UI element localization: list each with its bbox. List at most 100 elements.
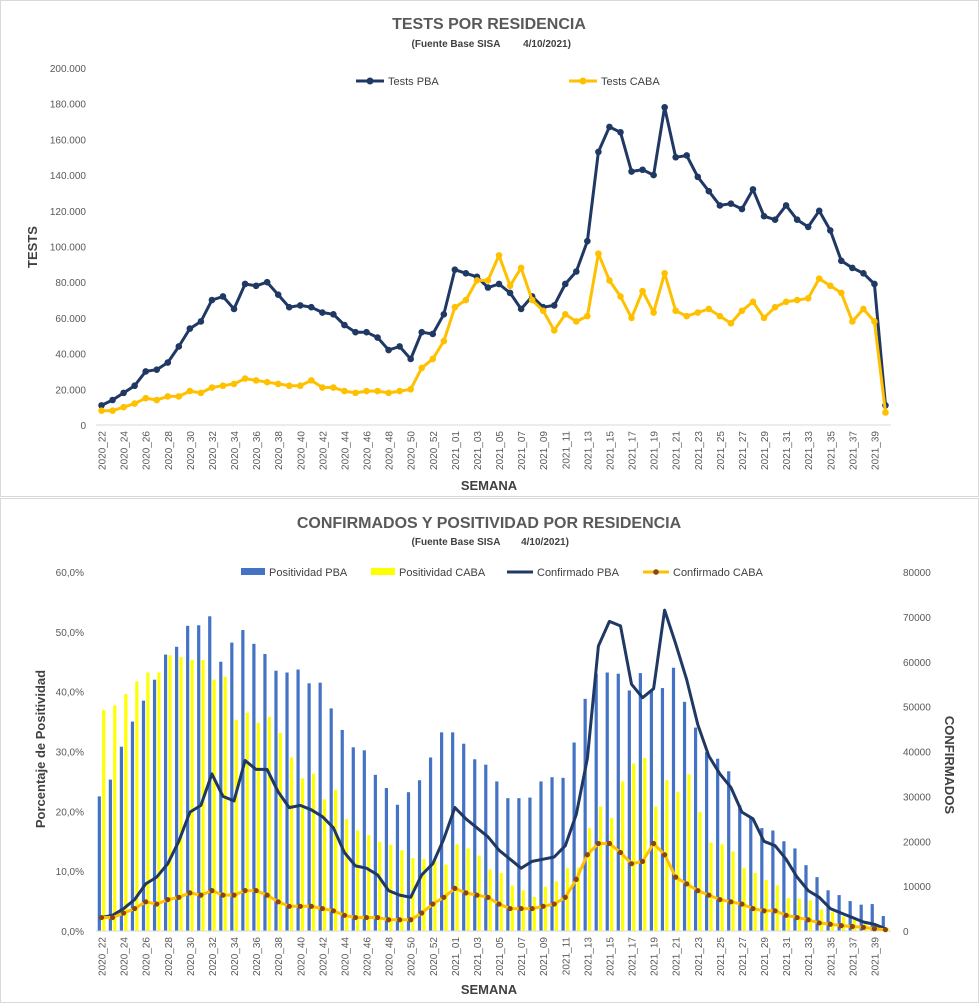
tests-caba-point	[815, 275, 823, 282]
x-tick-label: 2020_48	[385, 431, 396, 470]
tests-pba-point	[606, 123, 613, 131]
positividad-caba-bar	[543, 886, 547, 931]
confirmado-caba-line	[101, 842, 886, 932]
legend-label: Confirmado CABA	[673, 567, 764, 579]
tests-caba-point	[573, 318, 580, 325]
x-tick-label: 2021_25	[716, 937, 727, 976]
confirmado-caba-point	[562, 894, 568, 900]
x-tick-label: 2020_28	[164, 937, 175, 976]
y-tick-label: 20,0%	[56, 807, 84, 818]
confirmado-caba-point	[363, 914, 370, 921]
positividad-caba-bar	[565, 868, 570, 931]
tests-pba-point	[374, 334, 381, 341]
legend-label: Confirmado PBA	[537, 567, 620, 579]
tests-caba-point	[341, 387, 348, 395]
x-tick-label: 2020_30	[186, 431, 197, 470]
confirmado-caba-point	[98, 914, 105, 921]
tests-pba-point	[285, 303, 293, 311]
positividad-caba-bar	[709, 842, 713, 931]
tests-caba-point	[186, 387, 194, 395]
positividad-pba-bar	[760, 828, 764, 931]
confirmado-caba-point	[187, 890, 193, 896]
x-tick-label: 2020_26	[142, 937, 153, 976]
tests-pba-point	[219, 293, 227, 300]
x-tick-label: 2021_39	[870, 937, 881, 976]
confirmado-caba-point	[275, 899, 281, 905]
positividad-caba-bar	[764, 880, 768, 931]
tests-pba-point	[595, 148, 602, 156]
y2-tick-label: 70000	[903, 613, 931, 624]
tests-caba-point	[109, 407, 116, 415]
tests-pba-point	[98, 402, 105, 409]
tests-caba-point	[506, 282, 514, 290]
tests-caba-point	[672, 307, 679, 315]
positividad-pba-bar	[495, 781, 499, 931]
x-tick-label: 2020_28	[164, 431, 175, 470]
legend-marker	[366, 77, 374, 85]
tests-pba-point	[517, 305, 525, 313]
tests-pba-point	[705, 187, 713, 195]
legend-label: Positividad CABA	[399, 567, 486, 579]
confirmado-caba-point	[882, 927, 889, 933]
positividad-caba-bar	[367, 835, 371, 931]
positividad-caba-bar	[499, 872, 503, 931]
positividad-pba-bar	[693, 727, 698, 931]
x-tick-label: 2021_39	[870, 431, 881, 470]
tests-caba-point	[142, 394, 149, 402]
confirmado-caba-point	[419, 910, 425, 916]
x-tick-label: 2021_23	[694, 937, 705, 976]
confirmado-caba-point	[551, 901, 557, 907]
tests-caba-point	[738, 307, 746, 315]
confirmado-caba-point	[717, 896, 723, 903]
y-axis-title: TESTS	[25, 226, 40, 268]
tests-pba-point	[826, 227, 834, 234]
positividad-pba-bar	[241, 630, 245, 931]
confirmado-caba-point	[121, 910, 127, 916]
tests-caba-point	[241, 375, 249, 382]
tests-caba-point	[385, 389, 392, 397]
x-tick-label: 2021_05	[495, 431, 506, 470]
confirmado-caba-point	[750, 905, 756, 912]
tests-pba-point	[484, 284, 492, 291]
confirmado-caba-point	[253, 888, 259, 894]
tests-caba-point	[561, 311, 569, 318]
positividad-pba-bar	[782, 841, 786, 931]
positividad-pba-bar	[384, 787, 389, 931]
y-tick-label: 100.000	[50, 243, 87, 254]
positividad-caba-bar	[113, 705, 117, 931]
positividad-pba-bar	[506, 798, 510, 931]
confirmado-caba-point	[827, 921, 833, 927]
x-tick-label: 2021_27	[738, 431, 749, 470]
confirmado-caba-point	[220, 892, 226, 898]
confirmado-caba-point	[838, 923, 844, 929]
tests-pba-point	[716, 202, 724, 209]
tests-caba-point	[760, 314, 768, 322]
x-tick-label: 2020_38	[274, 431, 285, 470]
positividad-caba-bar	[852, 919, 857, 931]
confirmado-caba-point	[352, 914, 359, 921]
confirmado-caba-point	[386, 917, 392, 923]
tests-pba-point	[727, 200, 735, 207]
confirmado-caba-point	[816, 920, 822, 926]
positividad-pba-bar	[351, 747, 355, 931]
positividad-pba-bar	[616, 673, 620, 931]
tests-pba-point	[385, 346, 392, 354]
confirmado-caba-point	[176, 894, 182, 900]
confirmado-caba-point	[584, 852, 590, 858]
tests-pba-point	[363, 328, 370, 336]
tests-caba-point	[352, 389, 359, 397]
legend-label: Tests CABA	[601, 76, 660, 88]
tests-caba-point	[330, 384, 337, 391]
positividad-pba-bar	[451, 732, 455, 931]
tests-caba-point	[826, 282, 834, 290]
positividad-pba-bar	[108, 779, 112, 931]
x-tick-label: 2020_36	[252, 937, 263, 976]
series-line-tests-caba	[101, 252, 887, 413]
tests-pba-point	[330, 311, 337, 318]
positividad-pba-bar	[175, 646, 179, 931]
x-tick-label: 2020_30	[186, 937, 197, 976]
positividad-caba-bar	[587, 828, 592, 931]
tests-pba-point	[396, 343, 403, 350]
confirmado-caba-point	[518, 905, 524, 912]
tests-caba-point	[263, 378, 271, 386]
